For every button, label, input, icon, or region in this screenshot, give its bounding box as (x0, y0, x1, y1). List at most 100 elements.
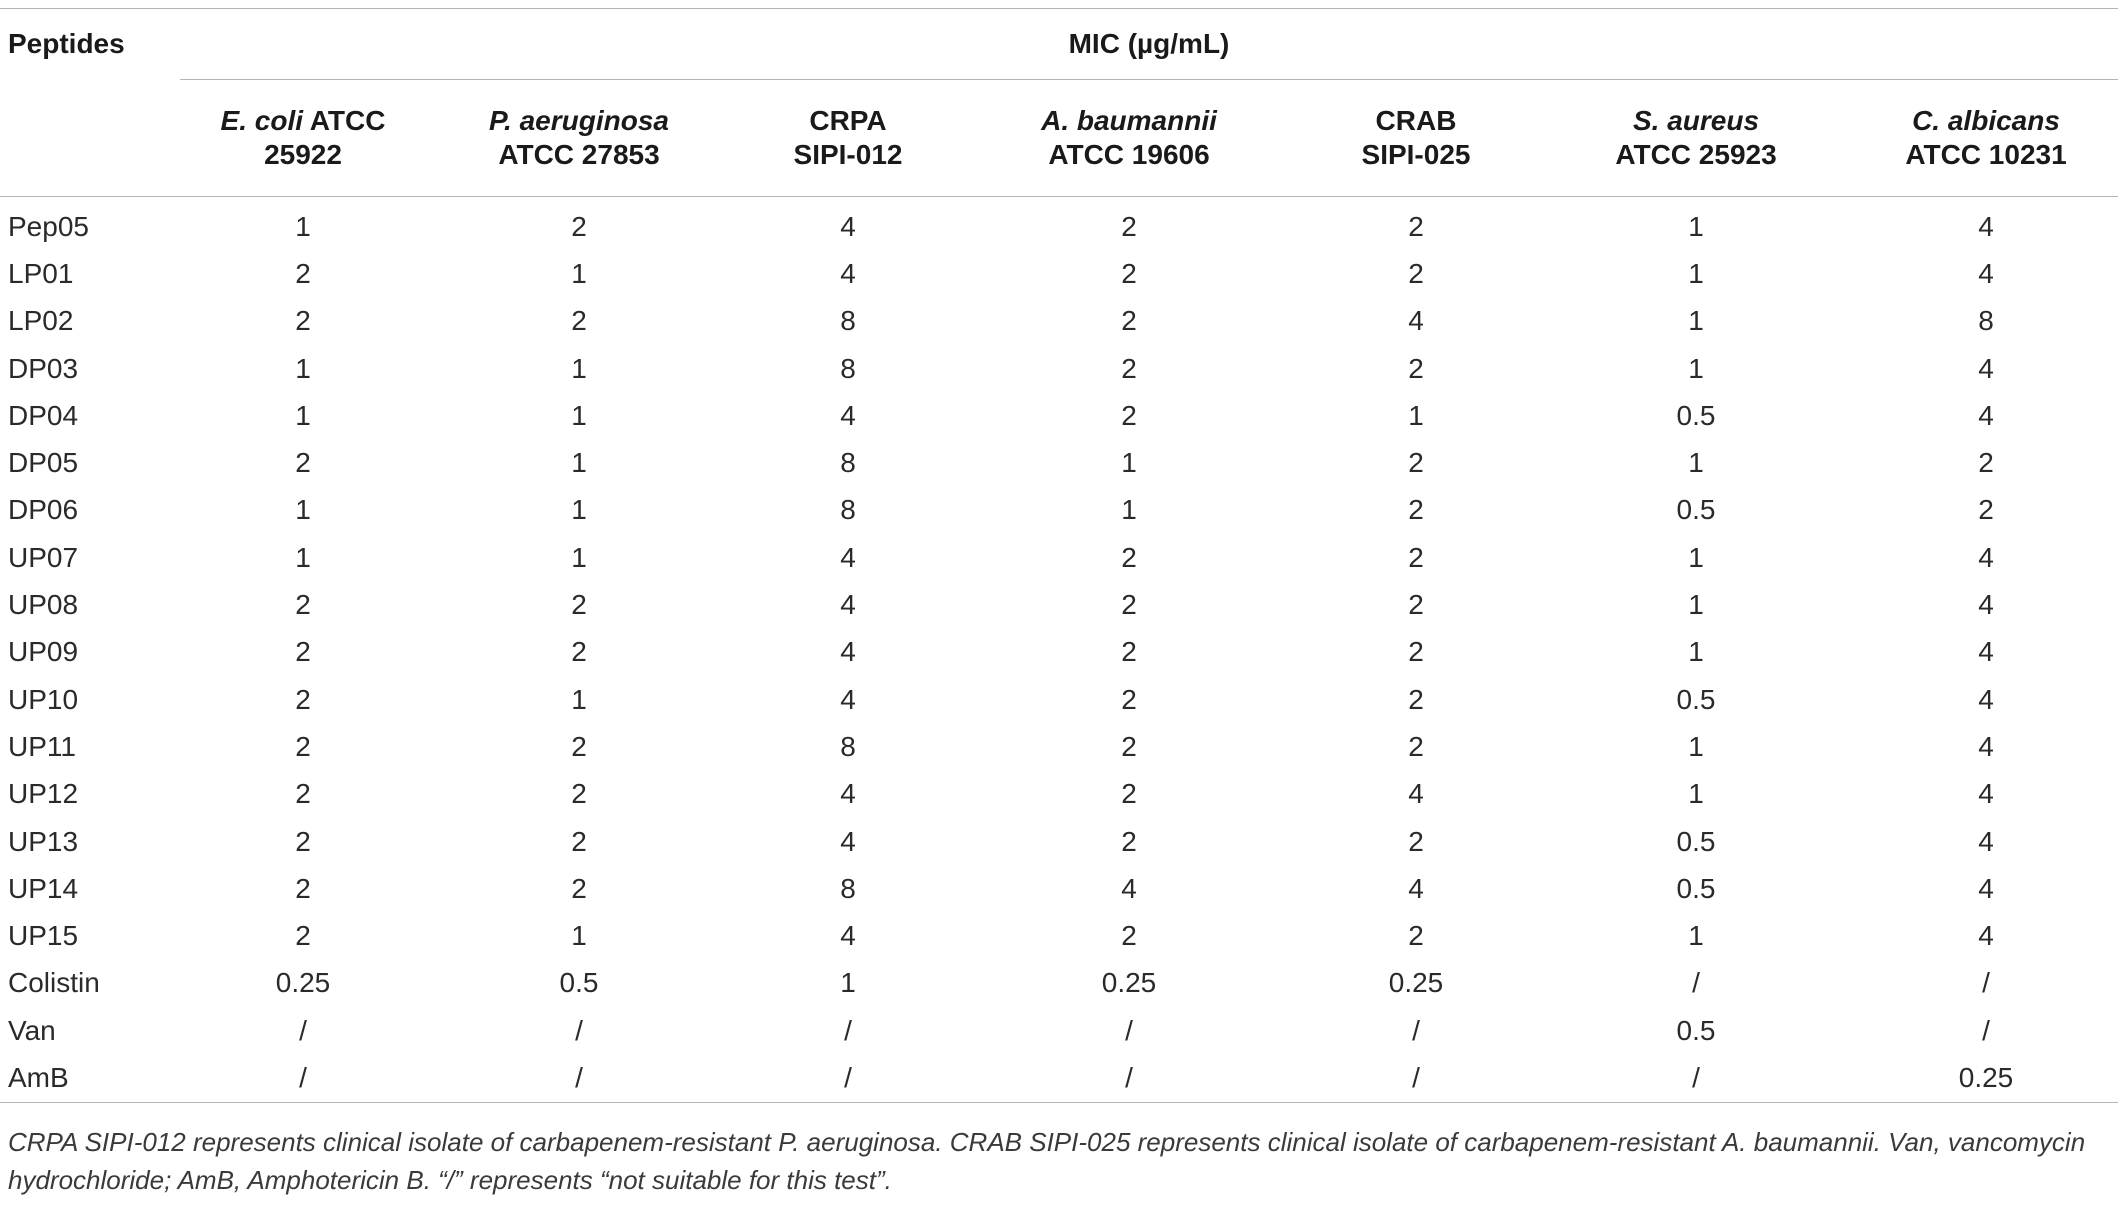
mic-value-cell: 0.5 (1676, 683, 1716, 715)
mic-value-cell: 2 (1408, 683, 1424, 715)
mic-value-cell: 2 (1121, 920, 1137, 952)
table-row: LP01 2 1 4 2 2 1 4 (0, 250, 2118, 297)
peptides-header: Peptides (8, 28, 125, 60)
mic-value-cell: 1 (571, 399, 587, 431)
mic-value-cell: 1 (571, 257, 587, 289)
mic-value-cell: 2 (1408, 825, 1424, 857)
row-label: Colistin (8, 967, 100, 999)
mic-value-cell: 1 (571, 683, 587, 715)
table-row: LP02 2 2 8 2 4 1 8 (0, 298, 2118, 345)
mic-value-cell: 4 (1978, 778, 1994, 810)
row-label: DP05 (8, 447, 79, 479)
mic-value-cell: / (1692, 1061, 1700, 1093)
mic-value-cell: 2 (295, 872, 311, 904)
mic-value-cell: / (1982, 967, 1990, 999)
row-label: DP06 (8, 494, 79, 526)
mic-value-cell: 4 (840, 683, 856, 715)
mic-group-header: MIC (µg/mL) (180, 9, 2118, 80)
table-row: AmB / / / / / / 0.25 (0, 1054, 2118, 1102)
strain-number: ATCC 19606 (1048, 139, 1210, 170)
row-label: UP12 (8, 778, 79, 810)
mic-value-cell: 2 (571, 730, 587, 762)
row-label: DP03 (8, 352, 79, 384)
mic-value-cell: 1 (295, 399, 311, 431)
mic-value-cell: 2 (295, 730, 311, 762)
row-label: UP08 (8, 589, 79, 621)
organism-name: A. baumannii (1041, 105, 1217, 136)
mic-value-cell: 2 (1408, 257, 1424, 289)
mic-value-cell: 1 (571, 541, 587, 573)
mic-value-cell: 1 (1688, 352, 1704, 384)
mic-value-cell: 2 (571, 872, 587, 904)
mic-value-cell: / (1692, 967, 1700, 999)
mic-value-cell: / (844, 1061, 852, 1093)
mic-value-cell: 2 (1121, 636, 1137, 668)
mic-value-cell: 2 (295, 305, 311, 337)
mic-value-cell: 1 (1121, 447, 1137, 479)
mic-value-cell: 2 (1121, 305, 1137, 337)
mic-value-cell: 2 (1408, 920, 1424, 952)
mic-table: Peptides MIC (µg/mL) E. coli ATCC 25922 … (0, 8, 2118, 1103)
organism-name: S. aureus (1632, 105, 1760, 136)
mic-value-cell: 2 (571, 210, 587, 242)
table-footnote: CRPA SIPI-012 represents clinical isolat… (8, 1127, 2086, 1195)
strain-number: ATCC 25923 (1615, 139, 1777, 170)
mic-value-cell: 0.25 (1101, 967, 1157, 999)
strain-number: 25922 (264, 139, 342, 170)
mic-value-cell: 2 (1408, 447, 1424, 479)
mic-value-cell: 2 (1121, 778, 1137, 810)
mic-value-cell: 1 (1688, 447, 1704, 479)
mic-value-cell: 2 (1121, 399, 1137, 431)
mic-value-cell: 2 (1408, 589, 1424, 621)
table-wrapper: Peptides MIC (µg/mL) E. coli ATCC 25922 … (0, 8, 2118, 1103)
column-header-calbicans: C. albicans ATCC 10231 (1854, 79, 2118, 197)
mic-value-cell: 1 (1408, 399, 1424, 431)
table-row: UP11 2 2 8 2 2 1 4 (0, 723, 2118, 770)
mic-value-cell: 1 (1688, 730, 1704, 762)
row-label: LP02 (8, 305, 74, 337)
mic-value-cell: 2 (1408, 636, 1424, 668)
row-label: UP15 (8, 920, 79, 952)
mic-value-cell: 4 (840, 257, 856, 289)
strain-label: CRAB (1375, 105, 1457, 136)
mic-value-cell: / (844, 1014, 852, 1046)
mic-value-cell: 8 (840, 305, 856, 337)
header-row-1: Peptides MIC (µg/mL) (0, 9, 2118, 80)
mic-value-cell: 1 (1688, 920, 1704, 952)
mic-value-cell: 4 (1408, 872, 1424, 904)
mic-value-cell: 4 (1978, 636, 1994, 668)
mic-value-cell: 2 (1408, 730, 1424, 762)
mic-value-cell: 4 (840, 399, 856, 431)
mic-value-cell: 4 (840, 825, 856, 857)
table-row: DP05 2 1 8 1 2 1 2 (0, 439, 2118, 486)
mic-value-cell: 1 (1688, 541, 1704, 573)
column-header-crpa: CRPA SIPI-012 (732, 79, 964, 197)
table-row: DP04 1 1 4 2 1 0.5 4 (0, 392, 2118, 439)
mic-value-cell: / (1412, 1061, 1420, 1093)
mic-value-cell: 1 (1688, 305, 1704, 337)
mic-value-cell: 1 (571, 494, 587, 526)
row-label: UP07 (8, 541, 79, 573)
mic-value-cell: 0.25 (1388, 967, 1444, 999)
mic-value-cell: 4 (1978, 825, 1994, 857)
mic-value-cell: 0.25 (1958, 1061, 2014, 1093)
mic-value-cell: 2 (1408, 210, 1424, 242)
mic-value-cell: 8 (840, 730, 856, 762)
table-row: Van / / / / / 0.5 / (0, 1007, 2118, 1054)
row-label: UP11 (8, 730, 76, 762)
row-label: UP09 (8, 636, 79, 668)
mic-value-cell: 1 (1688, 778, 1704, 810)
mic-value-cell: 2 (571, 305, 587, 337)
mic-value-cell: 1 (295, 541, 311, 573)
bottom-rule (0, 1101, 2118, 1103)
mic-value-cell: 2 (295, 257, 311, 289)
mic-value-cell: 2 (1121, 730, 1137, 762)
mic-value-cell: 0.5 (1676, 1014, 1716, 1046)
mic-value-cell: 4 (1978, 589, 1994, 621)
mic-value-cell: 2 (571, 825, 587, 857)
table-row: UP07 1 1 4 2 2 1 4 (0, 534, 2118, 581)
mic-value-cell: 2 (1408, 352, 1424, 384)
mic-value-cell: / (575, 1061, 583, 1093)
table-row: UP15 2 1 4 2 2 1 4 (0, 912, 2118, 959)
mic-value-cell: 4 (840, 589, 856, 621)
